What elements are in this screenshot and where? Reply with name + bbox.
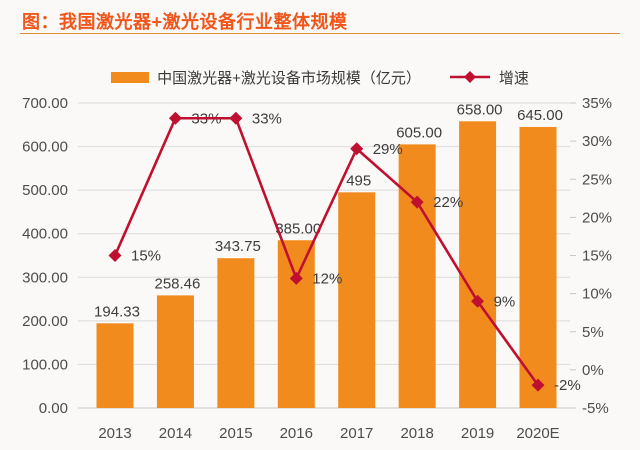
left-axis-label: 500.00	[22, 182, 68, 199]
bar	[398, 144, 436, 408]
bar-value-label: 605.00	[396, 124, 442, 141]
left-axis-label: 0.00	[39, 400, 68, 417]
growth-marker	[168, 111, 182, 125]
legend-label-growth: 增速	[498, 69, 529, 87]
page-title: 图：我国激光器+激光设备行业整体规模	[22, 12, 348, 32]
right-axis-label: 30%	[582, 133, 612, 150]
bar-value-label: 258.46	[154, 275, 200, 292]
x-axis-label: 2018	[400, 425, 433, 442]
bar	[277, 240, 315, 408]
x-axis-label: 2017	[340, 425, 373, 442]
growth-marker	[531, 378, 545, 392]
legend-item-growth: 增速	[449, 67, 529, 88]
bar-value-label: 658.00	[457, 101, 503, 118]
growth-value-label: -2%	[554, 377, 581, 394]
bar	[96, 323, 134, 408]
x-axis-label: 2020E	[516, 425, 559, 442]
x-axis-label: 2014	[159, 425, 192, 442]
bar	[217, 258, 255, 408]
right-axis-label: 10%	[582, 286, 612, 303]
combo-chart-canvas: 0.00 100.00 200.00 300.00 400.00 500.00 600.00…	[22, 95, 612, 442]
x-axis-label: 2019	[461, 425, 494, 442]
left-axis-label: 600.00	[22, 139, 68, 156]
left-axis-label: 300.00	[22, 269, 68, 286]
right-axis-label: 20%	[582, 209, 612, 226]
left-axis-label: 400.00	[22, 226, 68, 243]
right-axis-label: 5%	[582, 324, 604, 341]
left-axis-label: 100.00	[22, 356, 68, 373]
x-axis-label: 2013	[98, 425, 131, 442]
bar	[459, 121, 497, 409]
title-divider	[20, 33, 620, 34]
bar-value-label: 495	[346, 172, 371, 189]
line-diamond-icon	[449, 71, 490, 83]
right-axis-label: 35%	[582, 95, 612, 112]
right-axis-label: 15%	[582, 248, 612, 265]
right-axis-label: 25%	[582, 171, 612, 188]
bar	[156, 295, 194, 408]
growth-marker	[471, 294, 485, 308]
bar-value-label: 343.75	[215, 238, 261, 255]
line-series-swatch	[449, 70, 491, 84]
legend-label-market-size: 中国激光器+激光设备市场规模（亿元）	[157, 69, 421, 87]
left-axis-label: 200.00	[22, 313, 68, 330]
growth-marker	[108, 249, 122, 262]
bar	[338, 192, 376, 408]
growth-value-label: 12%	[312, 270, 342, 287]
growth-value-label: 22%	[433, 194, 463, 211]
bar-value-label: 194.33	[94, 303, 140, 320]
growth-line	[113, 116, 540, 386]
bar-series-swatch	[111, 71, 150, 83]
growth-value-label: 15%	[131, 248, 161, 265]
legend: 中国激光器+激光设备市场规模（亿元） 增速	[0, 66, 640, 88]
bar	[519, 126, 557, 408]
legend-item-market-size: 中国激光器+激光设备市场规模（亿元）	[111, 67, 421, 88]
right-axis-label: -5%	[582, 400, 609, 417]
growth-value-label: 29%	[373, 141, 403, 158]
bar-value-label: 645.00	[517, 107, 563, 124]
growth-value-label: 9%	[494, 293, 516, 310]
growth-marker	[350, 142, 364, 156]
bar-value-label: 385.00	[275, 220, 321, 237]
x-axis-label: 2015	[219, 425, 252, 442]
right-axis-label: 0%	[582, 362, 604, 379]
growth-value-label: 33%	[252, 110, 282, 127]
growth-marker	[289, 271, 303, 285]
growth-marker	[229, 111, 243, 125]
growth-marker	[410, 195, 424, 209]
left-axis-label: 700.00	[22, 95, 68, 112]
x-axis-label: 2016	[280, 425, 313, 442]
